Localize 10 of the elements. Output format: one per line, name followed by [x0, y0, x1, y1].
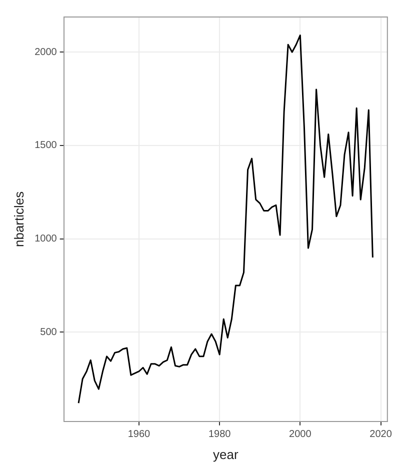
- x-tick-label: 2020: [370, 429, 392, 440]
- y-tick-label: 500: [40, 326, 58, 338]
- x-tick-label: 1960: [128, 429, 151, 440]
- x-tick-label: 2000: [289, 429, 312, 440]
- y-axis-title: nbarticles: [11, 190, 26, 248]
- y-tick-label: 2000: [34, 46, 58, 58]
- y-tick-label: 1500: [34, 140, 58, 152]
- x-tick-label: 1980: [208, 429, 232, 440]
- y-tick-label: 1000: [34, 234, 58, 245]
- x-axis-title: year: [212, 446, 239, 462]
